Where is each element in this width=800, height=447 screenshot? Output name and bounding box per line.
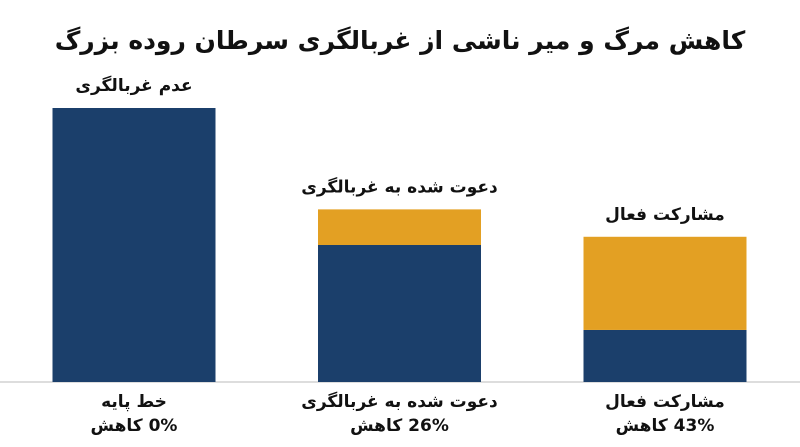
x-tick-label: دعوت شده به غربالگری xyxy=(301,391,498,412)
bar-segment xyxy=(583,236,747,330)
bar-segment xyxy=(52,108,216,382)
bar-segment xyxy=(583,329,747,382)
x-tick-sublabel: 43% کاهش xyxy=(616,416,715,436)
x-tick-label: مشارکت فعال xyxy=(605,392,725,412)
bar-segment xyxy=(318,245,481,382)
x-tick-label: خط پایه xyxy=(101,392,167,412)
bar-segment xyxy=(318,209,481,245)
x-tick-sublabel: 0% کاهش xyxy=(91,416,178,436)
chart-title: کاهش مرگ و میر ناشی از غربالگری سرطان رو… xyxy=(55,26,746,56)
bar-label: عدم غربالگری xyxy=(75,75,192,96)
bar-label: مشارکت فعال xyxy=(605,205,725,225)
x-tick-sublabel: 26% کاهش xyxy=(350,416,449,436)
bar-label: دعوت شده به غربالگری xyxy=(301,176,498,197)
